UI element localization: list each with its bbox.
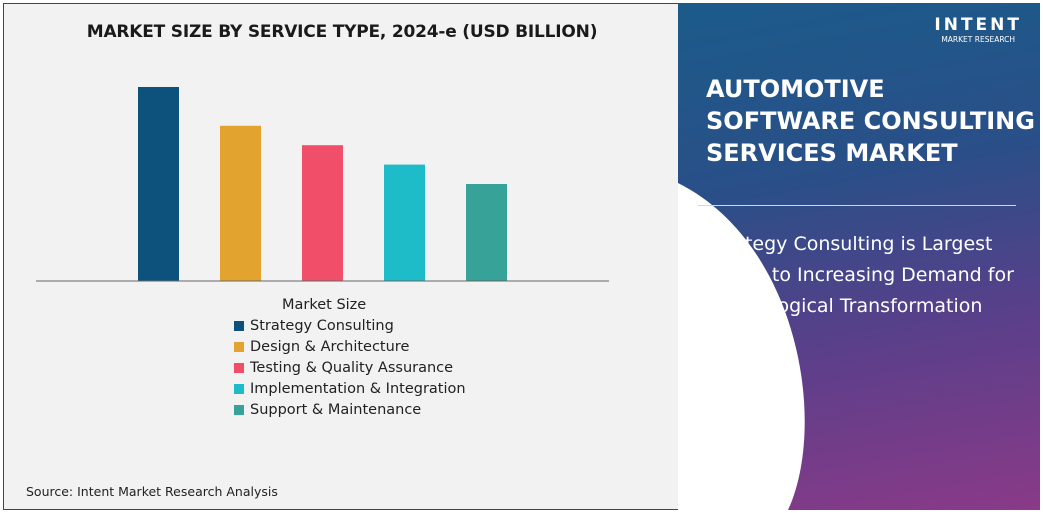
legend-item: Strategy Consulting [234,315,466,336]
legend-swatch [234,320,244,331]
legend: Market Size Strategy Consulting Design & … [234,297,466,420]
legend-label: Testing & Quality Assurance [250,359,454,376]
source-note: Source: Intent Market Research Analysis [26,484,278,499]
chart-panel: MARKET SIZE BY SERVICE TYPE, 2024-e (USD… [3,3,679,510]
divider [698,205,1016,206]
decorative-curve [678,183,805,510]
chart-title: MARKET SIZE BY SERVICE TYPE, 2024-e (USD… [86,22,598,42]
legend-swatch [234,404,244,415]
legend-label: Implementation & Integration [250,380,466,397]
logo: INTENT MARKET RESEARCH [934,15,1022,44]
legend-label: Strategy Consulting [250,317,394,334]
report-title: AUTOMOTIVE SOFTWARE CONSULTING SERVICES … [706,75,1035,167]
bar-2 [302,145,343,281]
report-subtitle: Strategy Consulting is Largest Owing to … [706,233,1014,317]
bar-3 [384,164,425,281]
legend-swatch [234,383,244,394]
summary-panel: INTENT MARKET RESEARCH AUTOMOTIVE SOFTWA… [678,3,1040,510]
legend-item: Design & Architecture [234,336,466,357]
legend-swatch [234,362,244,373]
logo-tagline: MARKET RESEARCH [941,35,1016,44]
bar-chart [36,87,609,282]
legend-swatch [234,341,244,352]
legend-label: Design & Architecture [250,338,410,355]
bar-0 [138,87,179,281]
legend-item: Testing & Quality Assurance [234,357,466,378]
bar-1 [220,125,261,281]
logo-name: INTENT [934,15,1022,35]
legend-item: Support & Maintenance [234,399,466,420]
bar-4 [466,184,507,281]
legend-item: Implementation & Integration [234,378,466,399]
legend-title: Market Size [282,297,367,313]
legend-label: Support & Maintenance [250,401,422,418]
